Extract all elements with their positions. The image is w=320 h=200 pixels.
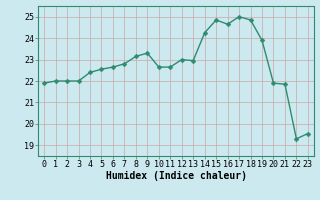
X-axis label: Humidex (Indice chaleur): Humidex (Indice chaleur) <box>106 171 246 181</box>
